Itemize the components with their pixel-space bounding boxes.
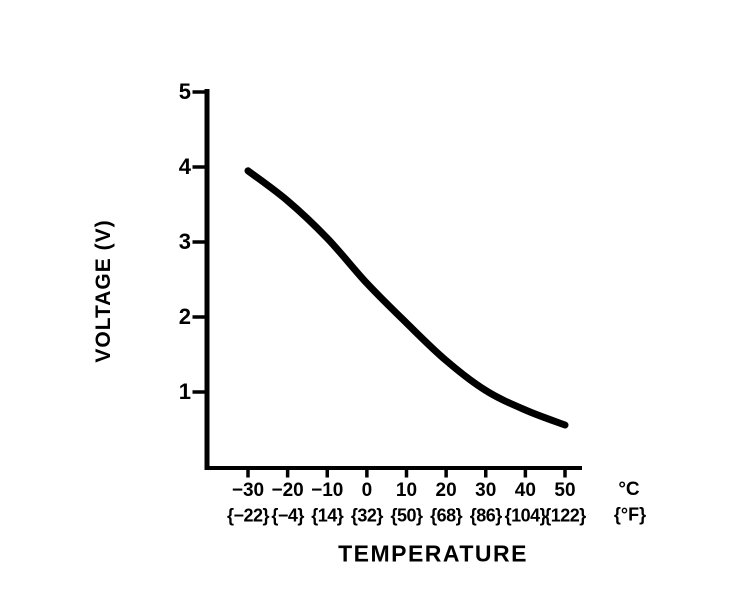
x-tick-label-fahrenheit: {14} [311,505,344,526]
x-unit-celsius-label: °C [618,479,640,500]
y-tick-label: 5 [178,79,191,104]
x-tick-label-celsius: −20 [271,480,304,501]
x-tick-label-fahrenheit: {−4} [271,505,304,526]
y-tick-label: 1 [178,379,191,404]
x-tick-label-fahrenheit: {−22} [226,505,270,526]
x-tick-label-celsius: 40 [514,480,536,501]
x-tick-label-celsius: −30 [231,480,265,501]
x-tick-label-fahrenheit: {104} [504,505,547,526]
x-tick-label-fahrenheit: {86} [469,505,503,526]
x-tick-label-celsius: 30 [475,480,497,501]
x-tick-label-celsius: 20 [435,480,457,501]
x-tick-label-fahrenheit: {32} [350,505,384,526]
y-tick-label: 3 [178,229,191,254]
x-tick-label-fahrenheit: {122} [544,505,586,526]
x-tick-label-celsius: −10 [311,480,344,501]
x-unit-fahrenheit-label: {°F} [613,504,647,525]
voltage-curve [244,167,569,429]
x-tick-label-fahrenheit: {68} [430,505,463,526]
y-tick-label: 2 [178,304,191,329]
x-tick-label-fahrenheit: {50} [390,505,423,526]
x-tick-label-celsius: 0 [361,480,373,501]
y-tick-label: 4 [178,154,191,179]
x-tick-label-celsius: 10 [395,480,418,501]
x-axis-title: TEMPERATURE [338,540,528,567]
x-tick-label-celsius: 50 [554,480,576,501]
